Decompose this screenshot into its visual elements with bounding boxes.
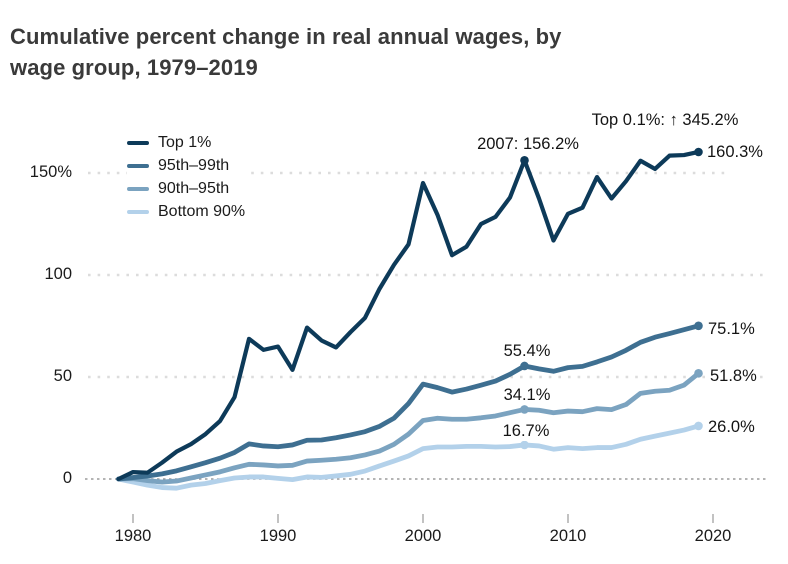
x-axis-tick-1980: 1980: [114, 527, 152, 545]
annotation-end-bottom-90: 26.0%: [708, 418, 755, 437]
marker-bottom-90-2007: [520, 440, 529, 450]
legend-item-90th-95th: 90th–95th: [127, 177, 252, 200]
legend-swatch-top-1: [127, 140, 149, 145]
series-line-95th-99th: [116, 323, 701, 482]
annotation-end-95th-99th: 75.1%: [708, 320, 755, 339]
y-axis-tick-100: 100: [44, 265, 72, 283]
series-line-top-1: [116, 149, 701, 482]
legend-swatch-bottom-90: [127, 209, 149, 214]
marker-95th-99th-2007: [520, 361, 529, 371]
legend-swatch-90th-95th: [127, 186, 149, 191]
chart-title-line1: Cumulative percent change in real annual…: [10, 23, 562, 49]
series-line-bottom-90: [116, 423, 701, 491]
annotation-end-90th-95th: 51.8%: [710, 367, 757, 386]
annotation-end-top-1: 160.3%: [707, 143, 763, 161]
annotation-2007-90th-95th: 34.1%: [503, 386, 551, 405]
marker-95th-99th-2019: [694, 321, 703, 331]
chart-title-line2: wage group, 1979–2019: [10, 54, 258, 80]
marker-90th-95th-2019: [694, 369, 703, 378]
legend-item-top-1: Top 1%: [127, 131, 252, 154]
marker-bottom-90-2019: [694, 421, 703, 431]
marker-top-1-2007: [520, 156, 529, 165]
y-axis-tick-50: 50: [53, 367, 72, 385]
y-axis-tick-0: 0: [62, 469, 72, 487]
annotation-top-0-1-pct: Top 0.1%: ↑ 345.2%: [591, 111, 739, 130]
marker-90th-95th-2007: [520, 405, 529, 414]
legend-label-95th-99th: 95th–99th: [158, 157, 230, 174]
legend-label-bottom-90: Bottom 90%: [158, 203, 246, 220]
legend-item-95th-99th: 95th–99th: [127, 154, 252, 177]
legend-label-90th-95th: 90th–95th: [158, 180, 230, 197]
legend-label-top-1: Top 1%: [158, 134, 212, 151]
marker-top-1-2019: [694, 147, 703, 157]
annotation-2007-95th-99th: 55.4%: [503, 342, 551, 361]
legend-item-bottom-90: Bottom 90%: [127, 200, 252, 223]
y-axis-tick-150: 150%: [29, 163, 72, 181]
annotation-2007-peak: 2007: 156.2%: [477, 135, 579, 154]
x-axis-tick-1990: 1990: [259, 527, 297, 545]
annotation-2007-bottom-90: 16.7%: [502, 422, 550, 441]
series-line-90th-95th: [116, 370, 701, 485]
legend: Top 1% 95th–99th 90th–95th Bottom 90%: [127, 131, 252, 223]
x-axis-tick-2020: 2020: [694, 527, 732, 545]
chart-title: Cumulative percent change in real annual…: [10, 21, 770, 83]
x-axis-tick-2010: 2010: [549, 527, 587, 545]
legend-swatch-95th-99th: [127, 163, 149, 168]
x-axis-tick-2000: 2000: [404, 527, 442, 545]
